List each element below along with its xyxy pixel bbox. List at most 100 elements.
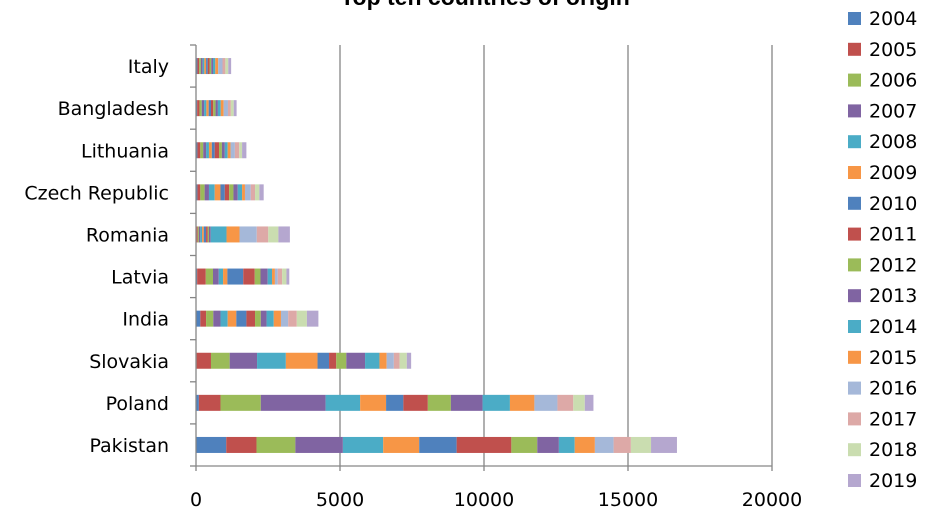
bar-segment-2011 [207, 58, 210, 75]
bar-segment-2005 [196, 352, 211, 369]
bar-segment-2010 [386, 394, 404, 411]
bar-segment-2013 [221, 142, 225, 159]
bar-segment-2009 [360, 394, 387, 411]
bar-segment-2004 [196, 394, 199, 411]
bar-segment-2008 [218, 268, 224, 285]
bar-segment-2017 [222, 58, 226, 75]
bar-segment-2009 [227, 310, 237, 327]
bar-segment-2009 [208, 142, 212, 159]
bar-segment-2019 [584, 394, 594, 411]
bar-segment-2012 [255, 310, 261, 327]
bar-segment-2016 [386, 352, 394, 369]
bar-segment-2017 [234, 142, 240, 159]
legend-swatch-2007 [848, 104, 861, 118]
bar-segment-2008 [220, 310, 228, 327]
bar-segment-2017 [277, 268, 283, 285]
bar-segment-2016 [244, 184, 251, 201]
bar-segment-2018 [630, 436, 652, 453]
legend-label-2012: 2012 [869, 254, 917, 276]
bar-segment-2005 [197, 184, 201, 201]
bar-segment-2015 [227, 142, 231, 159]
legend-swatch-2008 [848, 135, 861, 149]
bar-segment-2016 [239, 226, 257, 243]
legend-label-2013: 2013 [869, 285, 917, 307]
legend-label-2005: 2005 [869, 39, 917, 61]
category-label: Romania [86, 224, 169, 246]
category-label: Czech Republic [24, 182, 169, 204]
legend-swatch-2005 [848, 42, 861, 56]
bar-segment-2010 [317, 352, 330, 369]
legend-label-2010: 2010 [869, 193, 917, 215]
bar-segment-2008 [342, 436, 384, 453]
bar-segment-2015 [220, 100, 224, 117]
bar-segment-2013 [346, 352, 366, 369]
legend-label-2007: 2007 [869, 100, 917, 122]
bar-segment-2007 [212, 268, 219, 285]
legend-swatch-2015 [848, 350, 861, 364]
legend-swatch-2013 [848, 289, 861, 303]
bar-segment-2016 [230, 142, 235, 159]
bar-segment-2017 [613, 436, 631, 453]
bar-segment-2011 [403, 394, 428, 411]
bar-segment-2012 [209, 58, 212, 75]
legend-label-2016: 2016 [869, 378, 917, 400]
bar-segment-2009 [223, 268, 228, 285]
bar-segment-2010 [203, 226, 207, 243]
legend-swatch-2016 [848, 381, 861, 395]
legend-swatch-2017 [848, 412, 861, 426]
bar-segment-2018 [255, 184, 260, 201]
legend-label-2008: 2008 [869, 131, 917, 153]
x-tick-label: 20000 [742, 489, 802, 511]
bar-segment-2006 [206, 310, 214, 327]
bar-segment-2011 [243, 268, 255, 285]
bar-segment-2013 [450, 394, 483, 411]
bar-segment-2017 [227, 100, 231, 117]
legend-swatch-2014 [848, 320, 861, 333]
bar-segment-2007 [204, 184, 209, 201]
bar-segment-2016 [223, 100, 228, 117]
bar-segment-2005 [197, 268, 206, 285]
legend-swatch-2009 [848, 166, 861, 179]
bar-segment-2008 [325, 394, 361, 411]
legend-label-2017: 2017 [869, 408, 917, 430]
bar-segment-2015 [215, 58, 219, 75]
bar-segment-2010 [220, 184, 225, 201]
bar-segment-2018 [296, 310, 307, 327]
bar-segment-2010 [236, 310, 247, 327]
bar-segment-2006 [199, 58, 201, 75]
bar-segment-2013 [211, 58, 213, 75]
category-label: Poland [106, 393, 169, 415]
bar-segment-2004 [196, 184, 198, 201]
x-tick-label: 5000 [316, 489, 364, 511]
legend-label-2019: 2019 [869, 470, 917, 492]
bar-segment-2015 [273, 310, 281, 327]
bar-segment-2004 [196, 436, 227, 453]
bar-segment-2006 [210, 352, 230, 369]
bar-segment-2010 [206, 58, 208, 75]
bar-segment-2013 [260, 268, 268, 285]
bar-segment-2006 [205, 268, 213, 285]
legend-swatch-2012 [848, 258, 861, 272]
bar-segment-2018 [399, 352, 407, 369]
bar-segment-2018 [282, 268, 287, 285]
bar-segment-2006 [197, 226, 199, 243]
bar-segment-2009 [202, 226, 204, 243]
bar-segment-2011 [456, 436, 512, 453]
bar-segment-2009 [285, 352, 318, 369]
legend-swatch-2010 [848, 196, 861, 210]
bar-segment-2005 [198, 394, 221, 411]
bar-segment-2010 [419, 436, 457, 453]
bar-segment-2018 [268, 226, 279, 243]
bar-segment-2005 [196, 226, 198, 243]
bar-segment-2017 [256, 226, 269, 243]
bar-segment-2016 [274, 268, 278, 285]
bar-segment-2007 [203, 142, 207, 159]
legend-label-2015: 2015 [869, 347, 917, 369]
bar-segment-2017 [557, 394, 574, 411]
chart-title: Top ten countries of origin [195, 0, 775, 11]
category-label: Pakistan [89, 435, 169, 457]
bar-segment-2019 [242, 142, 247, 159]
bar-segment-2004 [196, 58, 198, 75]
bar-segment-2007 [295, 436, 343, 453]
